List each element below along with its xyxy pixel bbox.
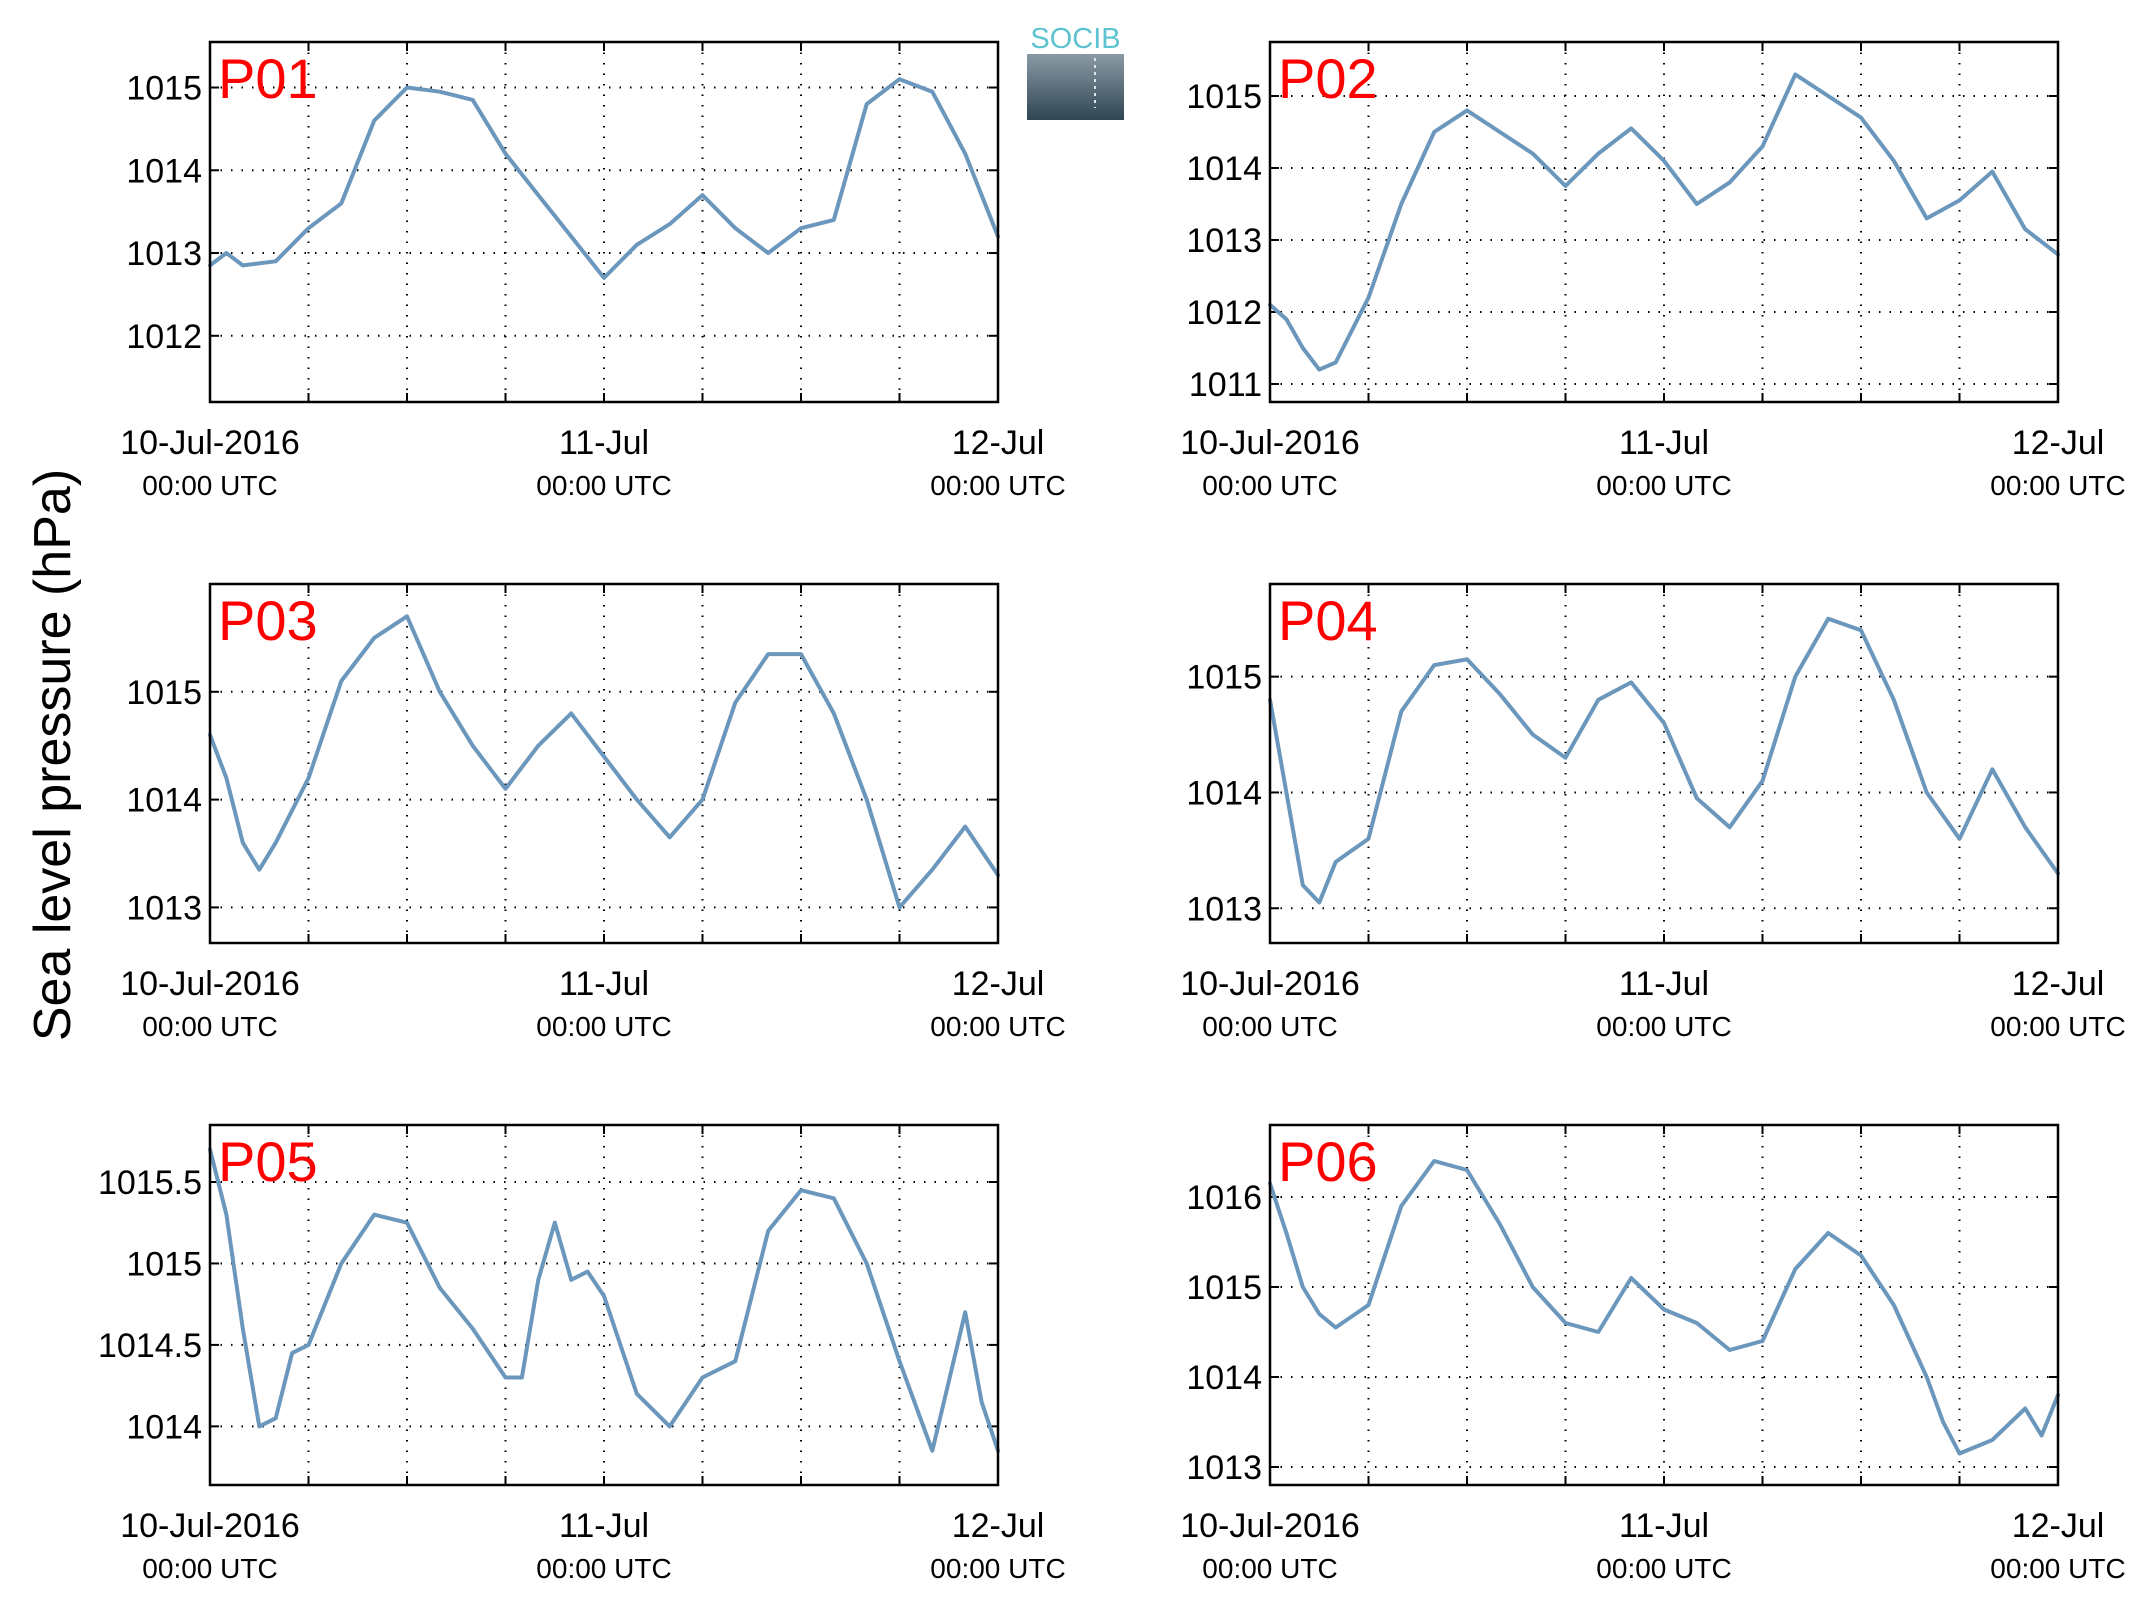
axes-frame [1268, 40, 2060, 404]
y-tick-label: 1015 [1186, 659, 1262, 697]
axes-frame [1268, 582, 2060, 945]
x-tick-label: 11-Jul [1619, 1507, 1709, 1545]
x-tick-label: 11-Jul [559, 424, 649, 462]
x-tick-sublabel: 00:00 UTC [536, 470, 671, 501]
figure-ylabel: Sea level pressure (hPa) [24, 469, 82, 1041]
chart-panel-p06: 1013 1014 1015 1016 10-Jul-2016 00:00 UTC 11-J… [1180, 1123, 2126, 1584]
x-tick-sublabel: 00:00 UTC [1202, 1011, 1337, 1042]
axes-frame [1268, 1123, 2060, 1487]
y-tick-label: 1014 [126, 152, 202, 190]
axes-frame [208, 582, 1000, 945]
panel-label: P02 [1278, 47, 1378, 110]
x-tick-sublabel: 00:00 UTC [1990, 470, 2125, 501]
y-tick-label: 1015 [1186, 1269, 1262, 1307]
y-tick-label: 1013 [126, 235, 202, 273]
x-tick-sublabel: 00:00 UTC [1596, 1011, 1731, 1042]
x-tick-sublabel: 00:00 UTC [930, 1553, 1065, 1584]
series-line-p01 [208, 77, 1000, 280]
y-tick-label: 1016 [1186, 1179, 1262, 1217]
x-tick-label: 10-Jul-2016 [120, 965, 300, 1003]
panel-label: P05 [218, 1130, 318, 1193]
x-tick-sublabel: 00:00 UTC [142, 470, 277, 501]
x-tick-label: 11-Jul [1619, 424, 1709, 462]
x-tick-sublabel: 00:00 UTC [1202, 470, 1337, 501]
x-tick-label: 11-Jul [559, 1507, 649, 1545]
x-tick-sublabel: 00:00 UTC [1990, 1553, 2125, 1584]
y-tick-label: 1014 [126, 1408, 202, 1446]
series-line-p02 [1268, 72, 2060, 372]
y-tick-label: 1014 [1186, 774, 1262, 812]
chart-panel-p01: 1012 1013 1014 1015 10-Jul-2016 00:00 UTC 11-J… [120, 40, 1066, 501]
x-tick-label: 10-Jul-2016 [1180, 1507, 1360, 1545]
x-tick-sublabel: 00:00 UTC [930, 470, 1065, 501]
x-tick-sublabel: 00:00 UTC [930, 1011, 1065, 1042]
chart-panel-p05: 1014 1014.5 1015 1015.5 10-Jul-2016 00:00 UTC… [98, 1123, 1066, 1584]
y-tick-label: 1012 [1186, 294, 1262, 332]
x-tick-label: 12-Jul [2012, 1507, 2105, 1545]
y-tick-label: 1013 [1186, 890, 1262, 928]
y-tick-label: 1013 [1186, 222, 1262, 260]
y-tick-label: 1015 [126, 1245, 202, 1283]
y-tick-label: 1015 [126, 70, 202, 108]
y-tick-label: 1015 [126, 674, 202, 712]
y-tick-label: 1015.5 [98, 1164, 202, 1202]
x-tick-sublabel: 00:00 UTC [536, 1011, 671, 1042]
axes-frame [208, 1123, 1000, 1487]
y-tick-label: 1014 [126, 782, 202, 820]
x-tick-sublabel: 00:00 UTC [1990, 1011, 2125, 1042]
panel-label: P04 [1278, 589, 1378, 652]
y-tick-label: 1013 [126, 889, 202, 927]
chart-panel-p04: 1013 1014 1015 10-Jul-2016 00:00 UTC 11-Jul 00… [1180, 582, 2126, 1042]
x-tick-label: 12-Jul [952, 965, 1045, 1003]
series-line-p03 [208, 614, 1000, 910]
y-tick-label: 1012 [126, 318, 202, 356]
series-line-p04 [1268, 616, 2060, 905]
x-tick-label: 12-Jul [952, 424, 1045, 462]
x-tick-label: 12-Jul [2012, 965, 2105, 1003]
x-tick-label: 10-Jul-2016 [1180, 424, 1360, 462]
x-tick-label: 10-Jul-2016 [120, 424, 300, 462]
x-tick-label: 10-Jul-2016 [120, 1507, 300, 1545]
socib-logo-text: SOCIB [1030, 23, 1120, 55]
chart-panel-p03: 1013 1014 1015 10-Jul-2016 00:00 UTC 11-Jul 00… [120, 582, 1066, 1042]
x-tick-sublabel: 00:00 UTC [142, 1011, 277, 1042]
x-tick-sublabel: 00:00 UTC [1202, 1553, 1337, 1584]
x-tick-sublabel: 00:00 UTC [536, 1553, 671, 1584]
y-tick-label: 1011 [1189, 366, 1262, 404]
axes-frame [208, 40, 1000, 404]
x-tick-sublabel: 00:00 UTC [142, 1553, 277, 1584]
y-tick-label: 1014 [1186, 1359, 1262, 1397]
x-tick-label: 12-Jul [952, 1507, 1045, 1545]
panel-label: P06 [1278, 1130, 1378, 1193]
panel-label: P03 [218, 589, 318, 652]
chart-panel-p02: 1011 1012 1013 1014 1015 10-Jul-2016 00:00 UTC… [1180, 40, 2126, 501]
series-line-p06 [1268, 1159, 2060, 1456]
panel-label: P01 [218, 47, 318, 110]
x-tick-label: 11-Jul [559, 965, 649, 1003]
x-tick-label: 12-Jul [2012, 424, 2105, 462]
x-tick-label: 11-Jul [1619, 965, 1709, 1003]
y-tick-label: 1013 [1186, 1449, 1262, 1487]
series-line-p05 [208, 1147, 1000, 1453]
x-tick-sublabel: 00:00 UTC [1596, 470, 1731, 501]
y-tick-label: 1014 [1186, 150, 1262, 188]
x-tick-label: 10-Jul-2016 [1180, 965, 1360, 1003]
socib-logo: SOCIB [1027, 23, 1124, 120]
x-tick-sublabel: 00:00 UTC [1596, 1553, 1731, 1584]
y-tick-label: 1014.5 [98, 1327, 202, 1365]
y-tick-label: 1015 [1186, 78, 1262, 116]
